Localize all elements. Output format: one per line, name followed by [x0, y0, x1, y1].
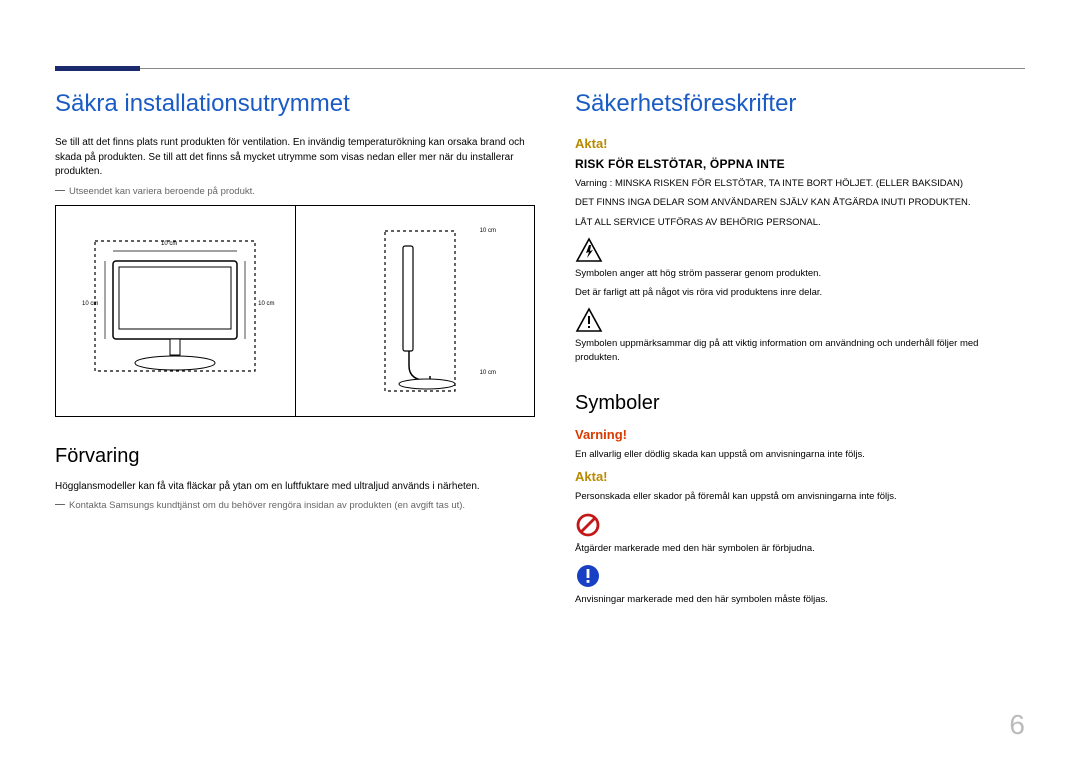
label-warning: Varning! [575, 427, 1025, 442]
info-symbol-row [575, 307, 1025, 333]
mandatory-symbol-row [575, 563, 1025, 589]
heading-symbols: Symboler [575, 392, 1025, 415]
right-column: Säkerhetsföreskrifter Akta! RISK FÖR ELS… [575, 55, 1025, 612]
header-accent [55, 66, 140, 71]
voltage-triangle-icon [575, 237, 603, 263]
storage-description: Högglansmodeller kan få vita fläckar på … [55, 480, 535, 495]
heading-install-space: Säkra installationsutrymmet [55, 90, 535, 118]
header-rule [55, 68, 1025, 69]
install-note: Utseendet kan variera beroende på produk… [55, 186, 535, 197]
label-left-clearance: 10 cm [82, 301, 98, 307]
heading-safety: Säkerhetsföreskrifter [575, 90, 1025, 118]
risk-heading: RISK FÖR ELSTÖTAR, ÖPPNA INTE [575, 157, 1025, 171]
left-column: Säkra installationsutrymmet Se till att … [55, 55, 535, 612]
info-desc: Symbolen uppmärksammar dig på att viktig… [575, 337, 1025, 364]
warning-desc: En allvarlig eller dödlig skada kan upps… [575, 448, 1025, 461]
exclamation-triangle-icon [575, 307, 603, 333]
page-number: 6 [1009, 709, 1025, 741]
risk-line-2: DET FINNS INGA DELAR SOM ANVÄNDAREN SJÄL… [575, 196, 1025, 209]
label-caution-1: Akta! [575, 136, 1025, 151]
risk-line-1: Varning : MINSKA RISKEN FÖR ELSTÖTAR, TA… [575, 177, 1025, 190]
label-top-clearance: 10 cm [161, 241, 177, 247]
voltage-desc-2: Det är farligt att på något vis röra vid… [575, 286, 1025, 299]
mandatory-desc: Anvisningar markerade med den här symbol… [575, 593, 1025, 606]
diagram-front: 10 cm 10 cm 10 cm [56, 206, 296, 416]
mandatory-icon [575, 563, 601, 589]
diagram-side: 10 cm 10 cm [296, 206, 535, 416]
label-side-bottom: 10 cm [480, 370, 496, 376]
voltage-desc-1: Symbolen anger att hög ström passerar ge… [575, 267, 1025, 280]
install-description: Se till att det finns plats runt produkt… [55, 136, 535, 180]
diagram-container: 10 cm 10 cm 10 cm 10 cm 10 cm [55, 205, 535, 417]
voltage-symbol-row [575, 237, 1025, 263]
prohibit-desc: Åtgärder markerade med den här symbolen … [575, 542, 1025, 555]
label-right-clearance: 10 cm [258, 301, 274, 307]
storage-note: Kontakta Samsungs kundtjänst om du behöv… [55, 500, 535, 511]
caution-desc: Personskada eller skador på föremål kan … [575, 490, 1025, 503]
page-content: Säkra installationsutrymmet Se till att … [0, 0, 1080, 642]
label-side-top: 10 cm [480, 228, 496, 234]
prohibit-icon [575, 512, 601, 538]
heading-storage: Förvaring [55, 445, 535, 468]
label-caution-2: Akta! [575, 469, 1025, 484]
risk-line-3: LÅT ALL SERVICE UTFÖRAS AV BEHÖRIG PERSO… [575, 216, 1025, 229]
prohibit-symbol-row [575, 512, 1025, 538]
